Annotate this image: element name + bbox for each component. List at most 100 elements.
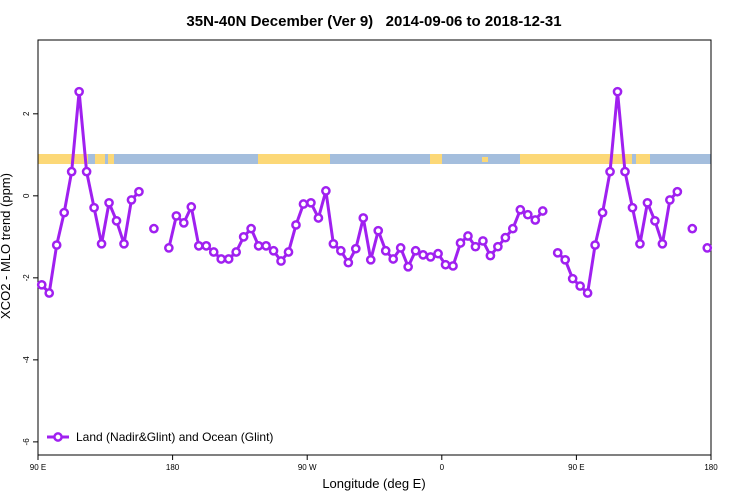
data-point: [59, 207, 70, 218]
data-point: [44, 288, 55, 298]
data-point: [201, 241, 212, 251]
data-point: [380, 245, 391, 256]
data-point: [620, 166, 630, 177]
data-point: [605, 166, 615, 177]
data-point: [74, 86, 84, 97]
data-point: [350, 243, 361, 254]
data-point: [268, 245, 279, 256]
data-point: [89, 202, 99, 213]
x-axis-label: Longitude (deg E): [322, 476, 425, 491]
legend-label: Land (Nadir&Glint) and Ocean (Glint): [76, 430, 273, 444]
land-ocean-band: [38, 154, 711, 164]
data-point: [500, 232, 511, 243]
data-point: [552, 247, 563, 258]
data-point: [537, 206, 548, 216]
data-point: [231, 247, 242, 257]
data-point: [171, 211, 182, 221]
data-point: [463, 231, 473, 241]
land-band: [430, 154, 442, 164]
y-tick-label: -2: [22, 274, 31, 282]
data-point: [253, 241, 264, 251]
data-point: [373, 225, 384, 236]
data-point: [261, 241, 271, 251]
data-point: [657, 238, 668, 249]
data-point: [485, 250, 496, 261]
data-point: [455, 238, 466, 248]
data-point: [515, 204, 526, 215]
land-band: [636, 154, 650, 164]
data-point: [298, 199, 309, 209]
data-point: [665, 195, 675, 205]
data-point: [276, 256, 286, 266]
data-point: [178, 218, 189, 228]
data-point: [36, 279, 47, 290]
data-point: [66, 166, 77, 177]
y-axis-label: XCO2 - MLO trend (ppm): [0, 173, 13, 319]
data-point: [238, 231, 249, 242]
land-band: [38, 154, 88, 164]
data-point: [328, 238, 339, 249]
data-point: [448, 261, 458, 271]
data-point: [96, 238, 107, 249]
data-point: [149, 223, 159, 234]
data-point: [642, 197, 653, 208]
data-point: [590, 240, 600, 250]
data-point: [358, 213, 369, 223]
ocean-band: [38, 154, 711, 164]
data-point: [134, 186, 144, 197]
data-point: [313, 213, 324, 223]
data-point: [291, 220, 301, 230]
data-point: [650, 215, 660, 226]
data-point: [410, 245, 421, 256]
land-band: [108, 154, 114, 164]
y-tick-label: -6: [22, 438, 31, 446]
data-point: [321, 186, 331, 196]
data-point: [111, 215, 122, 226]
data-point: [119, 238, 129, 249]
data-point: [478, 236, 488, 246]
land-band: [258, 154, 330, 164]
data-point: [403, 261, 413, 272]
data-point: [582, 288, 593, 298]
data-point: [223, 254, 234, 264]
data-point: [186, 202, 197, 212]
data-point: [560, 254, 571, 265]
data-point: [635, 238, 645, 249]
data-point: [283, 247, 294, 257]
data-point: [306, 197, 316, 208]
data-point: [702, 243, 713, 253]
data-point: [104, 197, 114, 208]
x-tick-label: 90 E: [568, 463, 584, 472]
x-tick-label: 180: [166, 463, 180, 472]
data-point: [425, 252, 436, 262]
y-tick-label: 2: [22, 111, 31, 116]
x-tick-label: 180: [704, 463, 718, 472]
data-point: [343, 257, 354, 268]
data-point: [193, 241, 204, 251]
data-point: [627, 202, 638, 213]
data-point: [687, 223, 698, 234]
data-point: [672, 186, 683, 197]
data-point: [336, 245, 346, 256]
x-tick-label: 90 W: [298, 463, 317, 472]
data-point: [418, 250, 428, 260]
y-tick-label: 0: [22, 193, 31, 198]
data-point: [216, 254, 227, 264]
data-point: [493, 241, 503, 252]
data-point: [208, 247, 219, 257]
land-band: [482, 157, 488, 162]
data-point: [575, 281, 585, 291]
data-point: [246, 223, 256, 234]
x-tick-label: 90 E: [30, 463, 46, 472]
data-point: [388, 254, 399, 264]
land-band: [95, 154, 105, 164]
data-point: [164, 243, 174, 253]
data-point: [395, 243, 406, 253]
data-point: [440, 259, 451, 270]
x-tick-label: 0: [440, 463, 445, 472]
y-tick-label: -4: [22, 356, 31, 364]
data-point: [567, 273, 578, 284]
data-point: [81, 166, 92, 177]
data-point: [612, 86, 623, 97]
